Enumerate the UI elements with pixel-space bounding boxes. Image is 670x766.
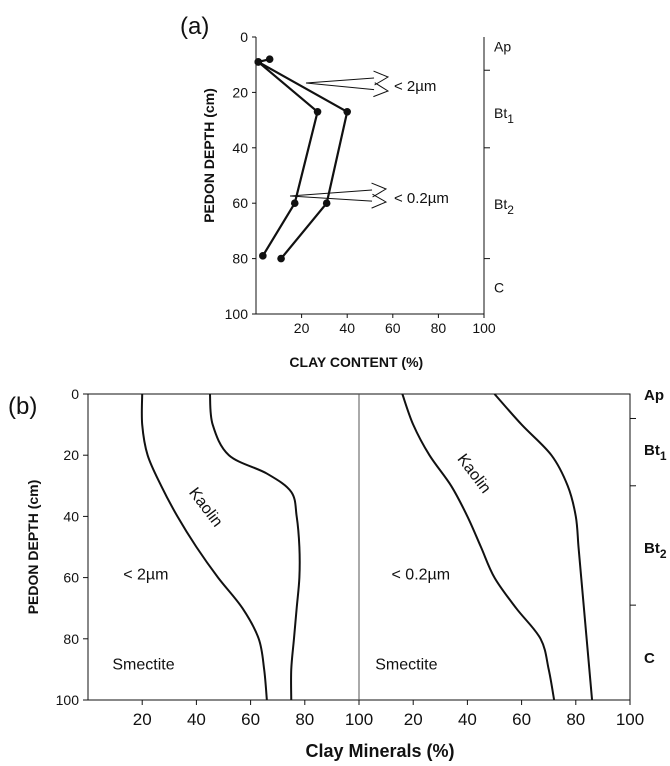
sub-label-02um: < 0.2µm [392,567,451,584]
y-axis-label-b: PEDON DEPTH (cm) [25,480,41,615]
series-line-a [257,61,319,257]
horizon-label-b: Bt2 [644,540,667,561]
series-point-a [290,199,299,207]
y-tick-label-b: 20 [63,447,79,463]
horizon-label-a: C [494,279,504,295]
kaolin-label-2: Kaolin [454,451,494,497]
x-axis-label-a: CLAY CONTENT (%) [289,354,423,370]
series-label-02um: < 0.2µm [394,190,449,207]
y-tick-label-a: 80 [232,251,248,267]
horizon-label-a: Ap [494,38,511,54]
boundary-curve-b [208,393,301,701]
x-axis-label-b: Clay Minerals (%) [305,741,454,761]
x-tick-label-a: 100 [472,320,496,336]
horizon-label-a: Bt1 [494,105,514,126]
y-axis-label-a: PEDON DEPTH (cm) [201,88,217,223]
y-tick-label-b: 80 [63,631,79,647]
arrow-02um-b-head [371,193,388,209]
panel-label-a: (a) [180,13,209,40]
arrow-2um-b-head [373,82,390,98]
arrow-02um-a-shaft [289,189,373,197]
x-tick-label-a: 60 [385,320,401,336]
x-tick-label-b: 40 [187,710,206,729]
x-tick-label-b: 20 [133,710,152,729]
x-tick-label-a: 20 [294,320,310,336]
arrow-02um-a-head [371,182,388,198]
x-tick-label-b: 60 [241,710,260,729]
x-tick-label-b: 40 [458,710,477,729]
x-tick-label-b: 60 [512,710,531,729]
horizon-label-a: Bt2 [494,196,514,217]
x-tick-label-a: 40 [339,320,355,336]
y-tick-label-a: 60 [232,195,248,211]
boundary-curve-b [140,393,268,701]
y-tick-label-a: 0 [240,29,248,45]
arrow-2um-a-shaft [305,77,375,84]
horizon-label-b: Ap [644,387,664,404]
y-tick-label-a: 20 [232,84,248,100]
series-point-a [322,199,331,207]
y-tick-label-a: 100 [225,306,249,322]
x-tick-label-b: 100 [616,710,644,729]
x-tick-label-b: 20 [404,710,423,729]
y-tick-label-b: 0 [71,386,79,402]
arrow-2um-b-shaft [305,82,375,91]
smectite-label-1: Smectite [112,656,174,673]
y-tick-label-a: 40 [232,140,248,156]
arrow-2um-a-head [373,70,390,86]
series-point-a [265,55,274,63]
x-tick-label-b: 80 [295,710,314,729]
series-point-a [277,254,285,263]
panel-label-b: (b) [8,393,37,420]
x-tick-label-b: 80 [566,710,585,729]
boundary-curve-b [401,393,556,701]
series-line-a [257,58,349,260]
series-point-a [259,252,267,260]
x-tick-label-a: 80 [431,320,447,336]
y-tick-label-b: 40 [63,508,79,524]
sub-label-2um: < 2µm [123,567,168,584]
panel-a: (a) 0 20 40 60 80 100 20 40 60 80 100 CLAY CONTENT (… [180,13,514,370]
arrow-02um-b-shaft [289,195,373,202]
kaolin-label-1: Kaolin [185,485,225,531]
panel-b: (b) 0 20 40 60 80 100 20 40 60 80 100 20 40 60 80 100 Cla… [8,386,667,761]
series-point-a [254,58,263,66]
series-point-a [313,107,322,116]
x-tick-label-b: 100 [345,710,373,729]
horizon-label-b: Bt1 [644,442,667,463]
y-tick-label-b: 60 [63,570,79,586]
y-tick-label-b: 100 [56,692,80,708]
horizon-label-b: C [644,650,655,667]
series-label-2um: < 2µm [394,78,436,95]
smectite-label-2: Smectite [375,656,437,673]
boundary-curve-b [493,393,594,701]
series-point-a [343,107,352,116]
